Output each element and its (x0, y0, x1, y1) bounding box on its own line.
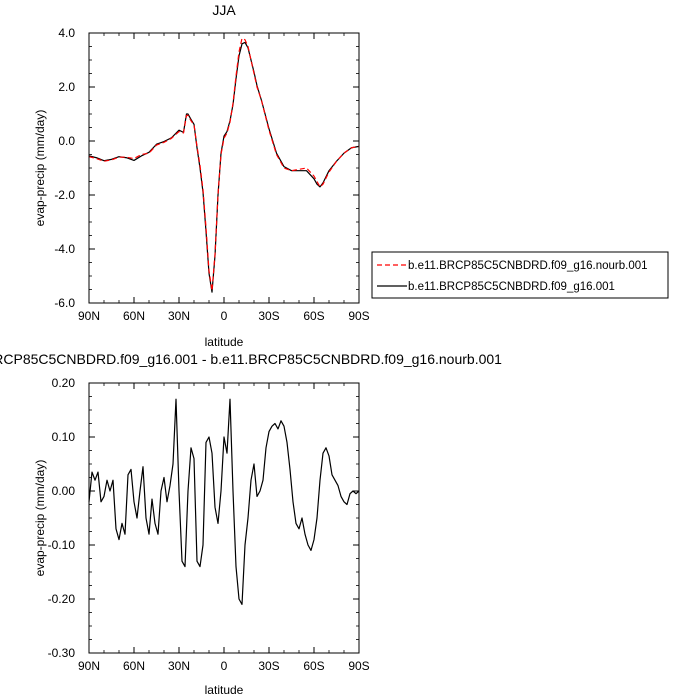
top-chart-title: JJA (212, 2, 236, 18)
legend-label-nourb: b.e11.BRCP85C5CNBDRD.f09_g16.nourb.001 (408, 260, 648, 272)
top-xtick-label: 0 (221, 309, 228, 323)
bottom-chart-series (88, 398, 360, 605)
bottom-xtick-label: 60S (303, 659, 324, 673)
bottom-chart-title: b.e11.BRCP85C5CNBDRD.f09_g16.001 - b.e11… (0, 351, 502, 367)
top-ytick-label: -4.0 (54, 242, 75, 256)
top-xtick-label: 90S (348, 309, 369, 323)
bottom-chart-axes: 90N 60N 30N 0 30S 60S 90S 0.20 0.10 0.00 -0.10 -0.2… (48, 376, 370, 673)
top-ytick-label: -6.0 (54, 296, 75, 310)
top-ytick-label: 4.0 (58, 26, 75, 40)
top-chart-xlabel: latitude (205, 335, 244, 349)
bottom-chart-ylabel: evap-precip (mm/day) (33, 460, 47, 577)
bottom-xtick-label: 0 (221, 659, 228, 673)
top-xtick-label: 60N (123, 309, 145, 323)
top-chart-ylabel: evap-precip (mm/day) (33, 110, 47, 227)
top-series-line-1 (88, 41, 360, 293)
bottom-ytick-label: -0.10 (48, 538, 76, 552)
top-chart-axes: 90N 60N 30N 0 30S 60S 90S 4.0 2.0 0.0 -2.0 -4.0 -6.0 (54, 26, 369, 323)
top-ytick-label: -2.0 (54, 188, 75, 202)
bottom-xtick-label: 30N (168, 659, 190, 673)
bottom-ytick-label: -0.20 (48, 592, 76, 606)
legend-label-base: b.e11.BRCP85C5CNBDRD.f09_g16.001 (408, 281, 615, 293)
top-ytick-label: 2.0 (58, 80, 75, 94)
top-ytick-label: 0.0 (58, 134, 75, 148)
top-series-line-0 (88, 37, 360, 292)
top-chart-frame (88, 32, 360, 304)
top-chart: JJA 90N 60N 30N 0 30S 60S 90S 4.0 2.0 0.0 -2.0 -4.0… (33, 2, 370, 349)
bottom-chart: b.e11.BRCP85C5CNBDRD.f09_g16.001 - b.e11… (0, 351, 502, 697)
top-chart-series (88, 37, 360, 293)
bottom-ytick-label: 0.00 (52, 484, 76, 498)
bottom-xtick-label: 90S (348, 659, 369, 673)
legend: b.e11.BRCP85C5CNBDRD.f09_g16.nourb.001 b… (371, 251, 669, 299)
bottom-xtick-label: 30S (258, 659, 279, 673)
bottom-chart-xlabel: latitude (205, 683, 244, 697)
top-xtick-label: 30S (258, 309, 279, 323)
bottom-ytick-label: 0.10 (52, 430, 76, 444)
bottom-chart-frame (88, 382, 360, 654)
bottom-ytick-label: -0.30 (48, 646, 76, 660)
bottom-series-line-0 (88, 398, 360, 605)
top-xtick-label: 60S (303, 309, 324, 323)
top-xtick-label: 30N (168, 309, 190, 323)
top-xtick-label: 90N (78, 309, 100, 323)
bottom-xtick-label: 60N (123, 659, 145, 673)
bottom-xtick-label: 90N (78, 659, 100, 673)
legend-box (371, 251, 669, 299)
bottom-ytick-label: 0.20 (52, 376, 76, 390)
